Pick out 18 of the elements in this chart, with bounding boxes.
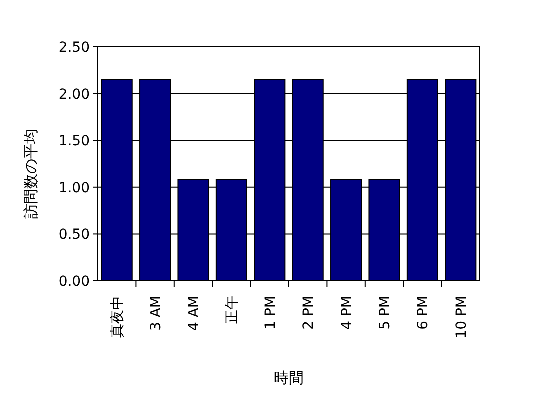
x-tick-label: 6 PM bbox=[416, 296, 432, 330]
x-tick-label: 4 AM bbox=[186, 296, 202, 332]
x-tick-label: 10 PM bbox=[454, 296, 470, 339]
y-tick-label: 1.50 bbox=[58, 134, 90, 150]
y-tick-label: 0.00 bbox=[58, 274, 90, 290]
x-tick-label: 真夜中 bbox=[110, 296, 126, 338]
x-tick-label: 2 PM bbox=[301, 296, 318, 330]
x-tick-label: 正午 bbox=[224, 296, 241, 324]
y-tick-label: 0.50 bbox=[58, 227, 90, 244]
x-tick-label: 1 PM bbox=[262, 296, 279, 330]
x-tick-label: 4 PM bbox=[339, 296, 356, 330]
y-axis-title: 訪問数の平均 bbox=[22, 129, 40, 219]
y-tick-label: 1.00 bbox=[58, 180, 90, 196]
x-tick-label: 5 PM bbox=[378, 296, 394, 330]
y-tick-label: 2.00 bbox=[58, 86, 90, 103]
y-tick-label: 2.50 bbox=[58, 40, 90, 56]
x-tick-label: 3 AM bbox=[148, 296, 164, 332]
x-axis-title: 時間 bbox=[274, 369, 304, 387]
